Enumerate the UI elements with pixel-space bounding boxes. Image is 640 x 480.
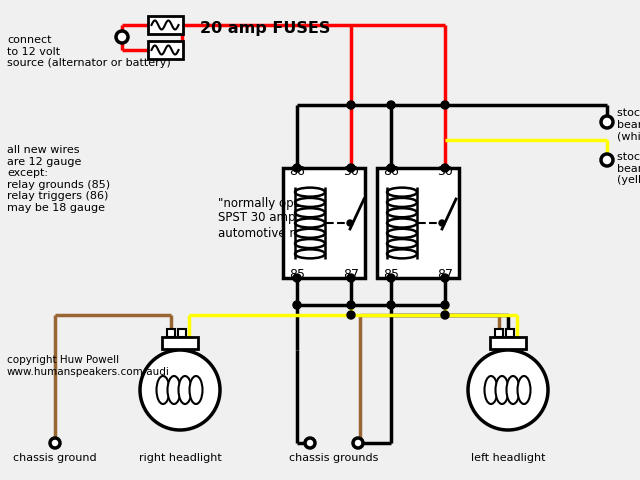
Text: chassis grounds: chassis grounds [289, 453, 379, 463]
Circle shape [468, 350, 548, 430]
Text: 85: 85 [383, 268, 399, 281]
Circle shape [353, 438, 363, 448]
Text: chassis ground: chassis ground [13, 453, 97, 463]
Ellipse shape [518, 376, 531, 404]
Circle shape [387, 101, 395, 109]
Circle shape [441, 101, 449, 109]
Ellipse shape [495, 376, 509, 404]
Circle shape [347, 311, 355, 319]
Circle shape [387, 164, 395, 172]
Ellipse shape [189, 376, 202, 404]
Text: 30: 30 [343, 165, 359, 178]
Bar [162, 337, 198, 349]
Ellipse shape [387, 198, 417, 207]
Ellipse shape [387, 218, 417, 228]
Ellipse shape [295, 208, 325, 217]
Circle shape [347, 101, 355, 109]
Text: stock high
beam wire
(white): stock high beam wire (white) [617, 108, 640, 141]
Text: 30: 30 [437, 165, 453, 178]
Circle shape [347, 274, 355, 282]
Text: right headlight: right headlight [139, 453, 221, 463]
Ellipse shape [387, 188, 417, 197]
Ellipse shape [179, 376, 191, 404]
Ellipse shape [387, 239, 417, 248]
Bar [495, 329, 503, 337]
Text: connect
to 12 volt
source (alternator or battery): connect to 12 volt source (alternator or… [7, 35, 171, 68]
Bar [490, 337, 526, 349]
Circle shape [441, 311, 449, 319]
Circle shape [601, 116, 613, 128]
Circle shape [305, 438, 315, 448]
Text: 86: 86 [289, 165, 305, 178]
Circle shape [293, 274, 301, 282]
Ellipse shape [295, 218, 325, 228]
Text: 86: 86 [383, 165, 399, 178]
Bar [178, 329, 186, 337]
Ellipse shape [484, 376, 497, 404]
Circle shape [293, 164, 301, 172]
Circle shape [439, 220, 445, 226]
Bar [377, 168, 459, 278]
Text: all new wires
are 12 gauge
except:
relay grounds (85)
relay triggers (86)
may be: all new wires are 12 gauge except: relay… [7, 145, 110, 213]
Circle shape [347, 164, 355, 172]
Ellipse shape [295, 229, 325, 238]
Ellipse shape [295, 198, 325, 207]
Text: copyright Huw Powell
www.humanspeakers.com/audi: copyright Huw Powell www.humanspeakers.c… [7, 355, 170, 377]
Text: stock low
beam wire
(yellow): stock low beam wire (yellow) [617, 152, 640, 185]
Circle shape [441, 274, 449, 282]
Bar [147, 41, 182, 59]
Text: 85: 85 [289, 268, 305, 281]
Circle shape [50, 438, 60, 448]
Circle shape [387, 301, 395, 309]
Text: 20 amp FUSES: 20 amp FUSES [200, 21, 330, 36]
Bar [283, 168, 365, 278]
Ellipse shape [387, 229, 417, 238]
Ellipse shape [157, 376, 170, 404]
Circle shape [347, 301, 355, 309]
Text: 87: 87 [437, 268, 453, 281]
Circle shape [116, 31, 128, 43]
Text: left headlight: left headlight [471, 453, 545, 463]
Bar [506, 329, 514, 337]
Ellipse shape [506, 376, 520, 404]
Circle shape [441, 164, 449, 172]
Circle shape [387, 274, 395, 282]
Text: 87: 87 [343, 268, 359, 281]
Circle shape [601, 154, 613, 166]
Circle shape [441, 301, 449, 309]
Ellipse shape [387, 249, 417, 258]
Ellipse shape [168, 376, 180, 404]
Circle shape [347, 220, 353, 226]
Bar [167, 329, 175, 337]
Ellipse shape [295, 188, 325, 197]
Bar [147, 16, 182, 34]
Text: "normally open"
SPST 30 amp
automotive relays: "normally open" SPST 30 amp automotive r… [218, 196, 325, 240]
Circle shape [293, 301, 301, 309]
Ellipse shape [295, 249, 325, 258]
Ellipse shape [387, 208, 417, 217]
Ellipse shape [295, 239, 325, 248]
Circle shape [140, 350, 220, 430]
